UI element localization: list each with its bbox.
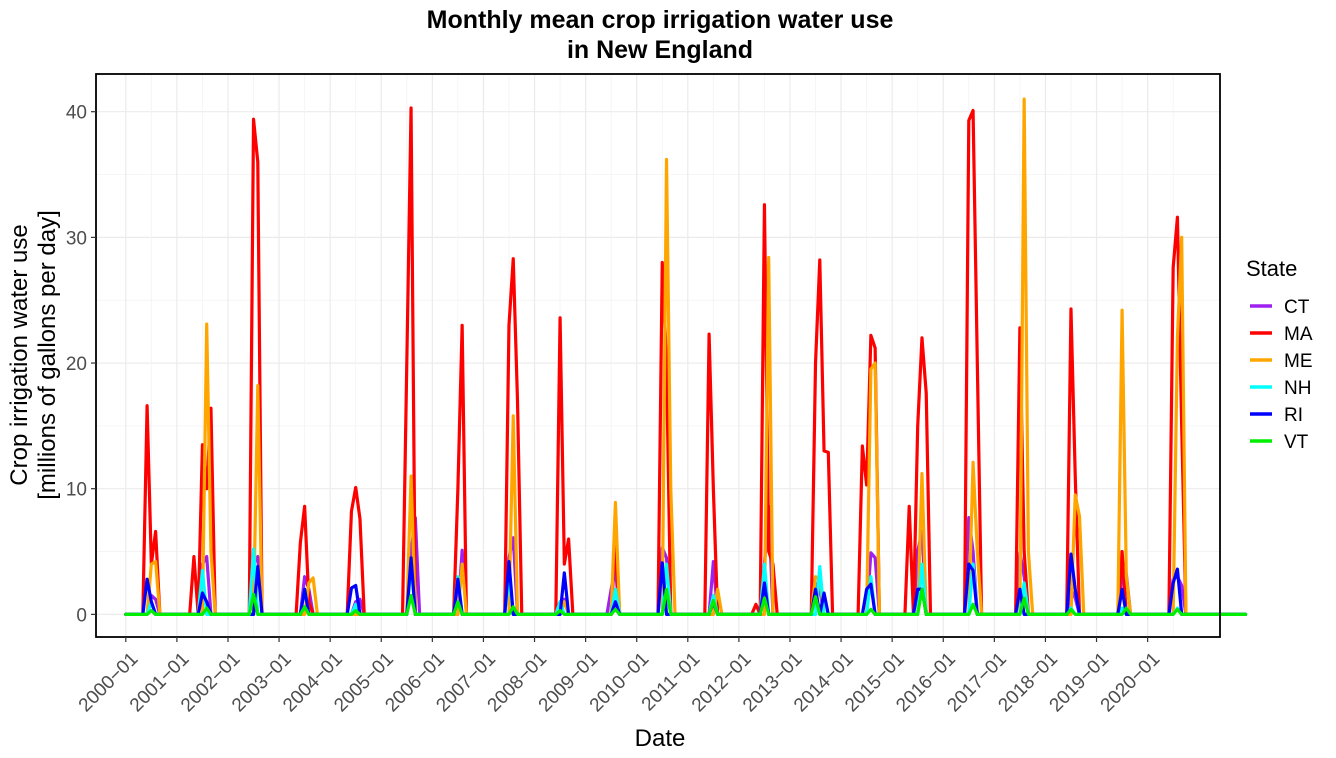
- series-line-vt: [124, 587, 1248, 616]
- legend-label-vt: VT: [1284, 432, 1309, 453]
- y-axis-ticks: 0 10 20 30 40: [66, 103, 96, 626]
- chart-title-line1: Monthly mean crop irrigation water use: [427, 6, 894, 34]
- plot-frame: [95, 73, 1221, 638]
- legend-label-me: ME: [1284, 351, 1313, 372]
- x-axis-title: Date: [635, 725, 686, 752]
- chart-title-line2: in New England: [567, 36, 753, 64]
- x-axis-ticks: 2000−012001−012002−012003−012004−012005−…: [75, 637, 1164, 716]
- series-lines: [124, 97, 1248, 616]
- legend-label-ct: CT: [1284, 297, 1310, 318]
- y-tick-label: 0: [76, 605, 87, 626]
- y-tick-label: 20: [66, 354, 87, 375]
- legend-label-ri: RI: [1284, 405, 1303, 426]
- legend-label-ma: MA: [1284, 324, 1313, 345]
- series-line-ma: [124, 106, 1248, 616]
- legend-label-nh: NH: [1284, 378, 1311, 399]
- y-tick-label: 10: [66, 480, 87, 501]
- legend: State CT MA ME NH RI VT: [1246, 256, 1313, 453]
- legend-title: State: [1246, 256, 1297, 281]
- y-axis-title-line1: Crop irrigation water use: [6, 224, 33, 485]
- y-tick-label: 30: [66, 228, 87, 249]
- y-tick-label: 40: [66, 103, 87, 124]
- y-axis-title-line2: [millions of gallons per day]: [34, 210, 61, 499]
